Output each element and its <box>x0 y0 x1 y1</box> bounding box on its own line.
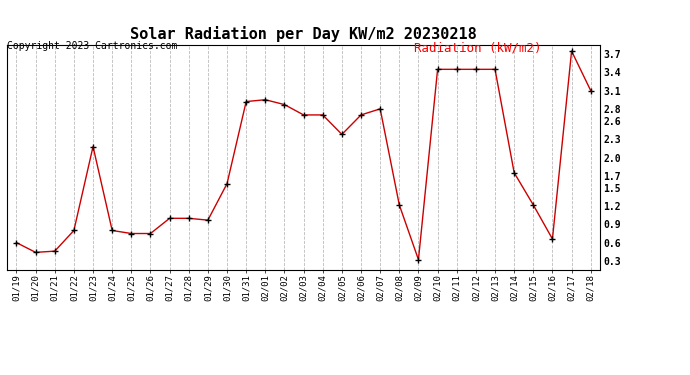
Title: Solar Radiation per Day KW/m2 20230218: Solar Radiation per Day KW/m2 20230218 <box>130 27 477 42</box>
Text: Radiation (kW/m2): Radiation (kW/m2) <box>414 41 542 54</box>
Text: Copyright 2023 Cartronics.com: Copyright 2023 Cartronics.com <box>7 41 177 51</box>
